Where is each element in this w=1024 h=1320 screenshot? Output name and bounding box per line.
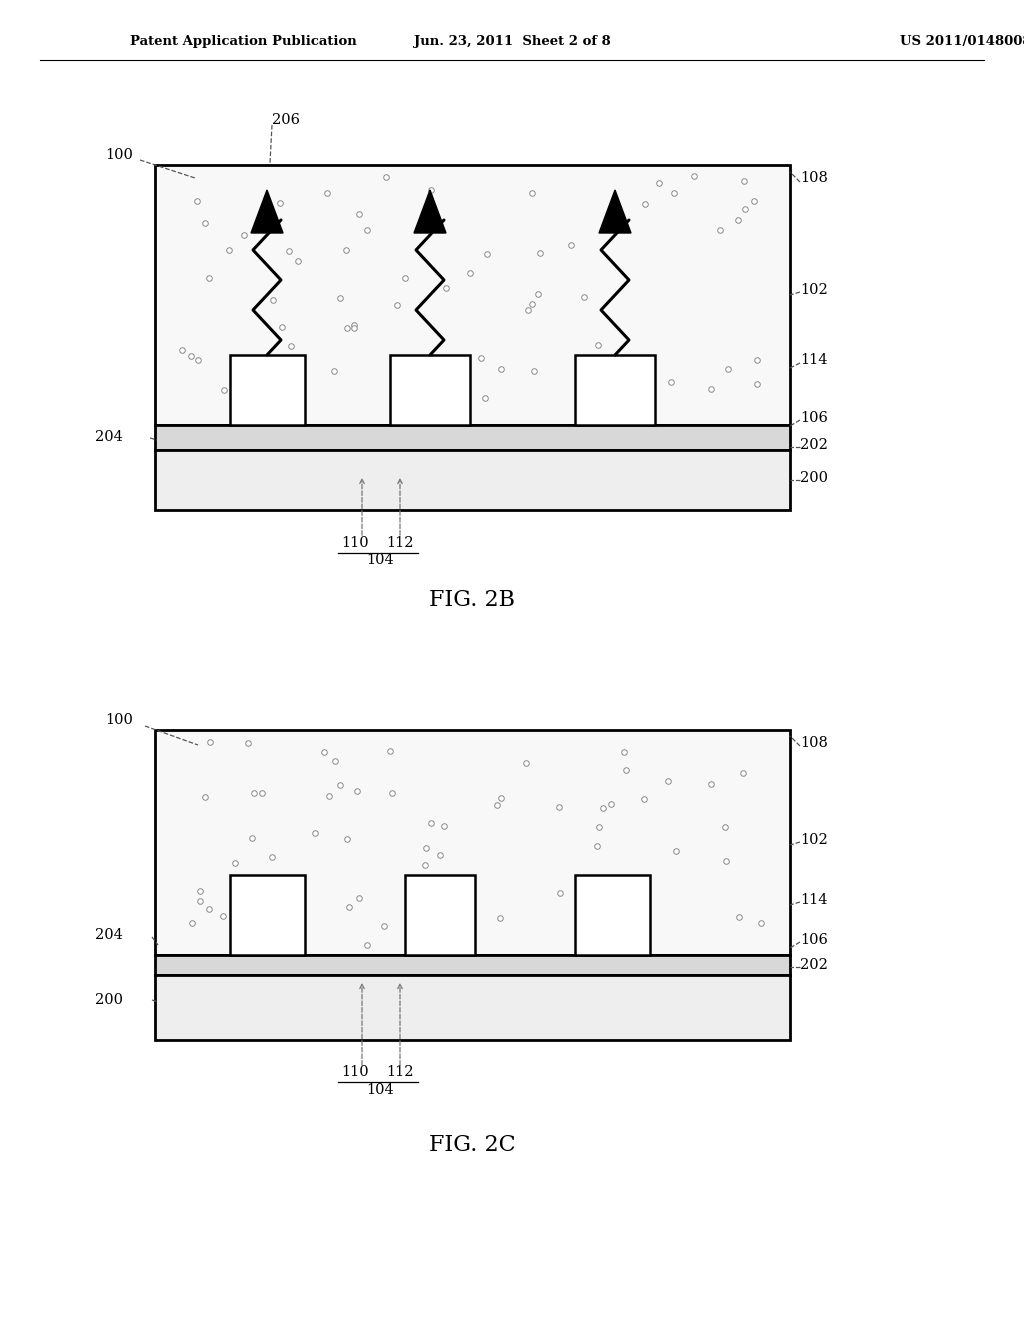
Bar <box>155 165 790 425</box>
Text: 206: 206 <box>272 114 300 127</box>
Text: 100: 100 <box>105 148 133 162</box>
Bar <box>575 875 650 954</box>
Text: 200: 200 <box>800 471 828 484</box>
Bar <box>575 355 655 425</box>
Bar <box>230 355 305 425</box>
Bar <box>230 875 305 954</box>
Text: 200: 200 <box>95 993 123 1007</box>
Bar <box>390 355 470 425</box>
Bar <box>406 875 475 954</box>
Bar <box>155 730 790 954</box>
Bar <box>155 450 790 510</box>
Text: 108: 108 <box>800 737 827 750</box>
Text: 112: 112 <box>386 536 414 550</box>
Text: US 2011/0148008 A1: US 2011/0148008 A1 <box>900 36 1024 49</box>
Text: Patent Application Publication: Patent Application Publication <box>130 36 356 49</box>
Text: 202: 202 <box>800 438 827 451</box>
Text: 110: 110 <box>341 1065 369 1078</box>
Text: 204: 204 <box>95 928 123 942</box>
Text: FIG. 2C: FIG. 2C <box>429 1134 515 1156</box>
Text: 110: 110 <box>341 536 369 550</box>
Text: 104: 104 <box>367 553 394 568</box>
Text: 112: 112 <box>386 1065 414 1078</box>
Text: 106: 106 <box>800 411 827 425</box>
Text: 104: 104 <box>367 1082 394 1097</box>
Text: 114: 114 <box>800 894 827 907</box>
Bar <box>155 954 790 975</box>
Text: 106: 106 <box>800 933 827 946</box>
Text: 202: 202 <box>800 958 827 972</box>
Text: FIG. 2B: FIG. 2B <box>429 589 515 611</box>
Polygon shape <box>599 190 631 234</box>
Text: Jun. 23, 2011  Sheet 2 of 8: Jun. 23, 2011 Sheet 2 of 8 <box>414 36 610 49</box>
Text: 102: 102 <box>800 833 827 847</box>
Bar <box>155 425 790 450</box>
Bar <box>155 975 790 1040</box>
Polygon shape <box>414 190 446 234</box>
Text: 100: 100 <box>105 713 133 727</box>
Text: 204: 204 <box>95 430 123 444</box>
Polygon shape <box>251 190 283 234</box>
Text: 102: 102 <box>800 282 827 297</box>
Text: 114: 114 <box>800 352 827 367</box>
Text: 108: 108 <box>800 172 827 185</box>
